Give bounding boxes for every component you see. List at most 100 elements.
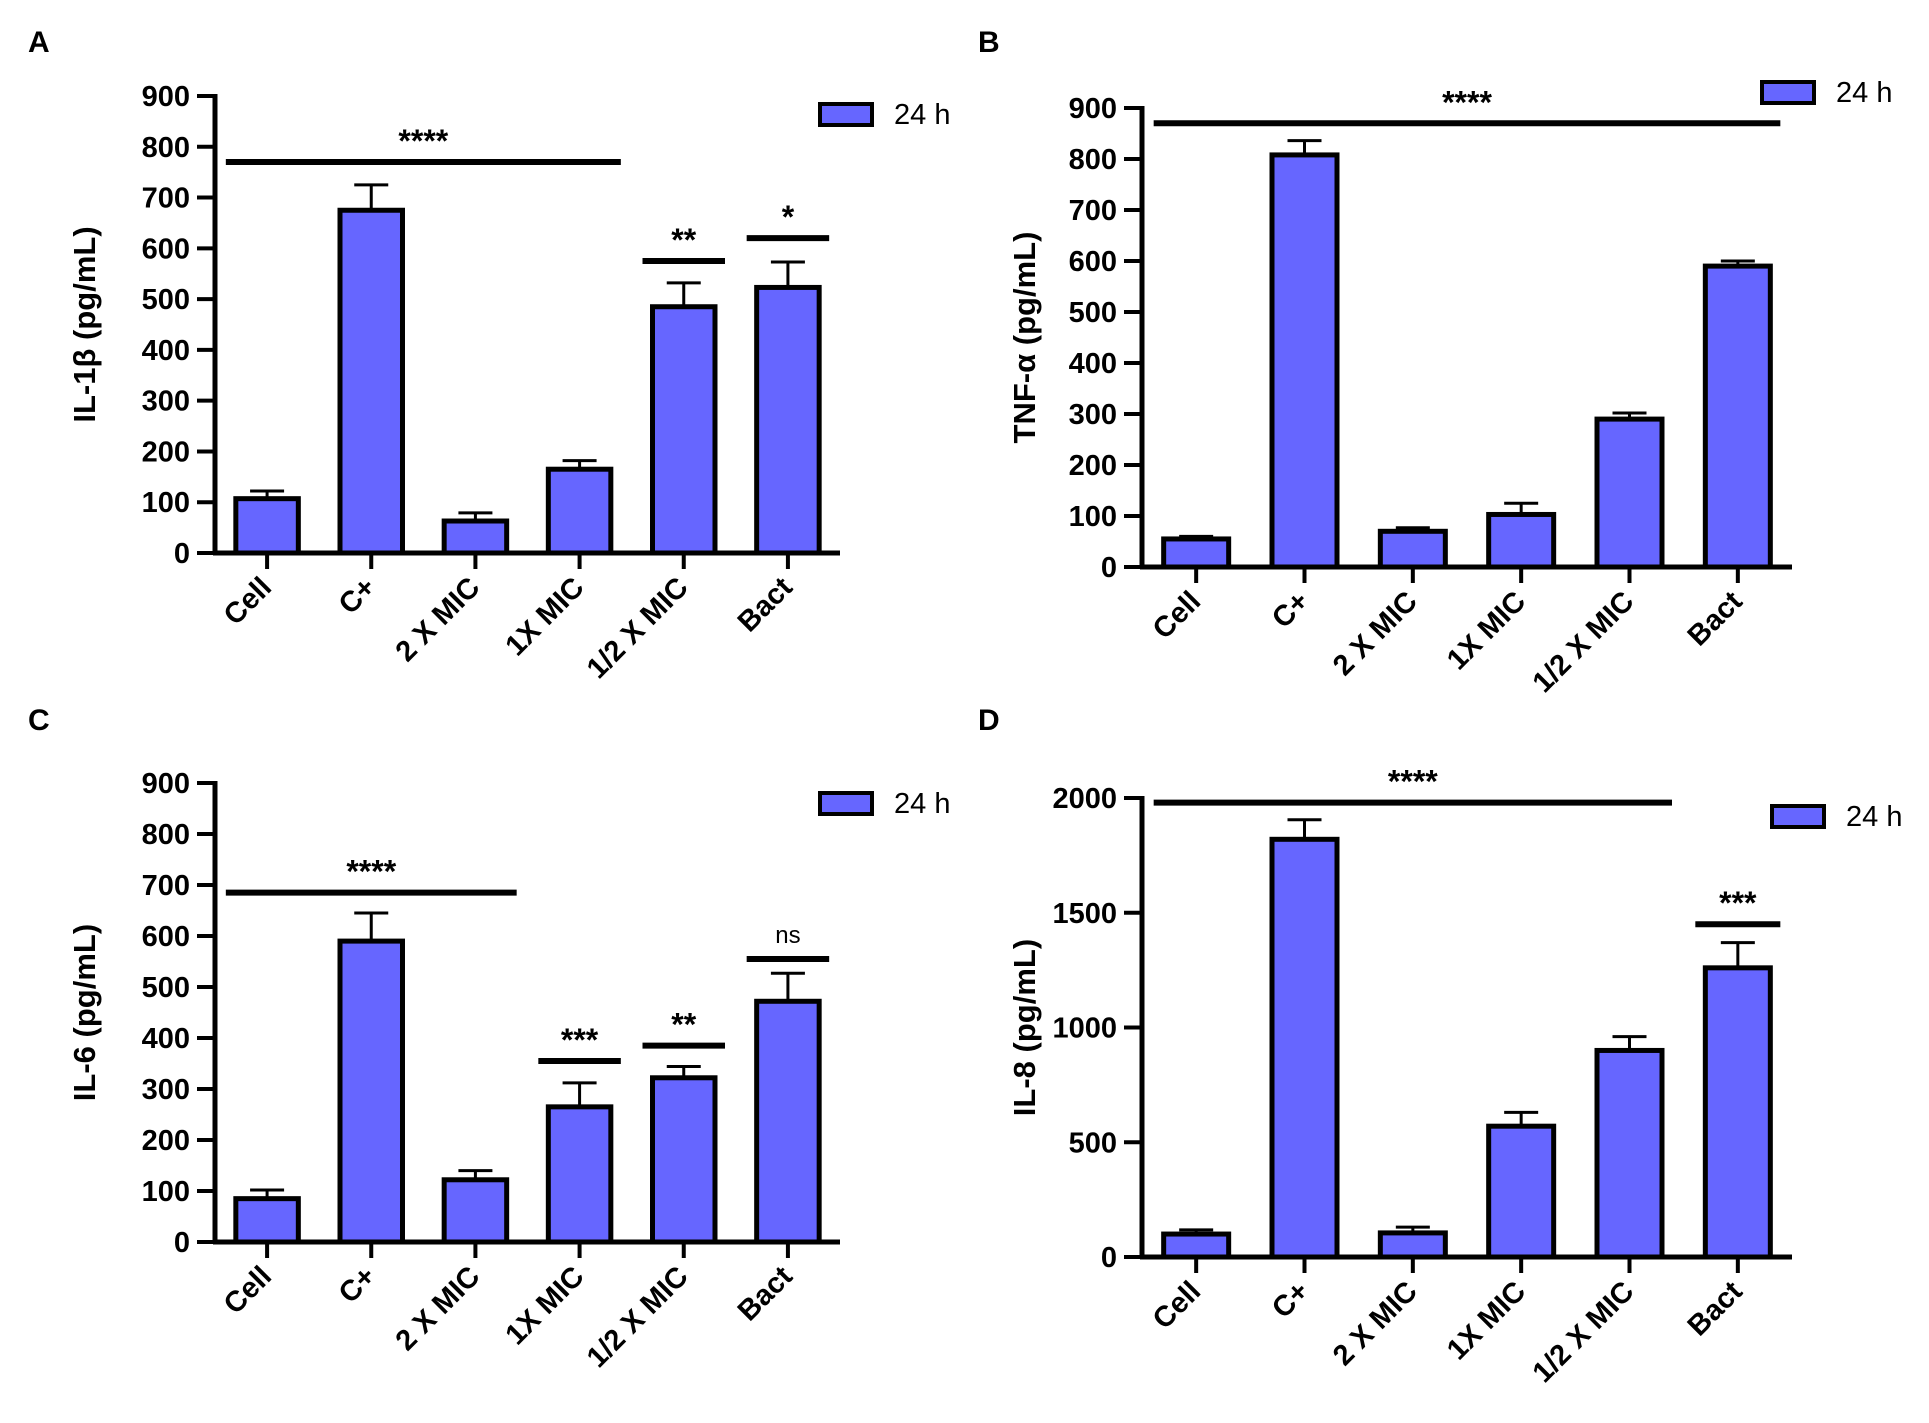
significance-label: *** [1719, 885, 1757, 921]
x-tick-label: 1X MIC [1441, 1275, 1532, 1366]
bar [441, 518, 510, 556]
legend-swatch [1770, 804, 1826, 829]
bar [233, 496, 301, 556]
bar [1377, 528, 1448, 570]
bar [1702, 965, 1773, 1260]
y-tick-label: 500 [1069, 297, 1117, 329]
y-tick-label: 600 [1069, 246, 1117, 278]
y-tick-label: 900 [142, 768, 190, 800]
bar [754, 284, 822, 556]
bar [650, 304, 718, 556]
x-tick-label: Bact [732, 571, 799, 638]
legend-swatch [1760, 80, 1816, 105]
legend-label: 24 h [894, 99, 950, 131]
x-tick-label: Cell [1147, 1275, 1207, 1335]
significance-label: **** [346, 854, 396, 890]
bar [545, 1104, 614, 1245]
y-tick-label: 600 [142, 233, 190, 265]
y-tick-label: 700 [1069, 195, 1117, 227]
chart-panel-a: A 0 100 200 300 400 500 600 700 800 900 IL-1β (pg/m… [28, 26, 950, 685]
bar [1594, 1047, 1665, 1260]
significance-label: **** [1388, 764, 1438, 800]
x-tick-label: C+ [333, 571, 382, 620]
x-tick-label: Bact [1682, 585, 1749, 652]
bar [337, 938, 405, 1245]
y-tick-label: 800 [1069, 144, 1117, 176]
bar [1269, 836, 1340, 1260]
chart-panel-c: C 0 100 200 300 400 500 600 700 800 900 IL-6 (pg/mL… [28, 704, 950, 1374]
x-tick-label: C+ [1266, 1275, 1315, 1324]
x-tick-label: 1X MIC [500, 571, 591, 662]
y-tick-label: 0 [1101, 552, 1117, 584]
y-tick-label: 500 [1069, 1127, 1117, 1159]
bar [233, 1196, 301, 1245]
bar [1486, 1123, 1557, 1260]
chart-panel-d: D 0 500 1000 1500 2000 IL-8 (pg/mL) Cell C+ 2 X M… [978, 704, 1902, 1389]
y-tick-label: 1000 [1052, 1013, 1117, 1045]
y-tick-label: 0 [174, 1227, 190, 1259]
y-tick-label: 2000 [1052, 783, 1117, 815]
y-tick-label: 0 [1101, 1242, 1117, 1274]
legend-label: 24 h [1836, 77, 1892, 109]
bar [441, 1177, 510, 1245]
bar [1161, 536, 1232, 570]
y-axis-label: TNF-α (pg/mL) [1007, 232, 1042, 444]
x-tick-label: 1X MIC [1441, 585, 1532, 676]
y-tick-label: 400 [142, 1023, 190, 1055]
x-tick-label: 1/2 X MIC [1527, 585, 1641, 699]
x-tick-label: 2 X MIC [1327, 585, 1424, 682]
y-axis-label: IL-6 (pg/mL) [67, 924, 102, 1101]
x-tick-label: 1/2 X MIC [581, 571, 695, 685]
y-tick-label: 300 [142, 386, 190, 418]
bar [1594, 416, 1665, 570]
y-axis-label: IL-8 (pg/mL) [1007, 939, 1042, 1116]
significance-label: ns [775, 922, 800, 949]
x-tick-label: 1/2 X MIC [581, 1260, 695, 1374]
y-tick-label: 100 [142, 487, 190, 519]
panel-label: D [978, 704, 1000, 737]
x-tick-label: 2 X MIC [390, 571, 487, 668]
significance-label: * [782, 199, 795, 235]
y-tick-label: 900 [1069, 93, 1117, 125]
significance-label: ** [671, 222, 696, 258]
panel-label: B [978, 26, 1000, 59]
bar [1486, 511, 1557, 570]
y-tick-label: 0 [174, 538, 190, 570]
x-tick-label: Cell [1147, 585, 1207, 645]
significance-label: *** [561, 1022, 599, 1058]
legend-label: 24 h [894, 788, 950, 820]
significance-label: **** [398, 123, 448, 159]
bar [1269, 152, 1340, 570]
y-tick-label: 700 [142, 870, 190, 902]
y-axis-label: IL-1β (pg/mL) [67, 226, 102, 422]
x-tick-label: Cell [218, 571, 278, 631]
y-tick-label: 1500 [1052, 898, 1117, 930]
y-tick-label: 400 [142, 335, 190, 367]
chart-panel-b: B 0 100 200 300 400 500 600 700 800 900 TNF-α (pg/m… [978, 26, 1892, 699]
bar [650, 1075, 718, 1245]
y-tick-label: 200 [142, 1125, 190, 1157]
x-tick-label: C+ [1266, 585, 1315, 634]
legend-swatch [818, 102, 874, 127]
x-tick-label: 2 X MIC [1327, 1275, 1424, 1372]
y-tick-label: 900 [142, 81, 190, 113]
bar [754, 998, 822, 1245]
bar [1702, 263, 1773, 570]
x-tick-label: C+ [333, 1260, 382, 1309]
x-tick-label: Bact [1682, 1275, 1749, 1342]
y-tick-label: 700 [142, 183, 190, 215]
x-tick-label: Cell [218, 1260, 278, 1320]
legend-label: 24 h [1846, 801, 1902, 833]
y-tick-label: 300 [142, 1074, 190, 1106]
significance-label: **** [1442, 84, 1492, 120]
y-tick-label: 400 [1069, 348, 1117, 380]
x-tick-label: 2 X MIC [390, 1260, 487, 1357]
bar [545, 466, 614, 556]
bar [1161, 1231, 1232, 1260]
panel-label: C [28, 704, 50, 737]
y-tick-label: 500 [142, 284, 190, 316]
y-tick-label: 100 [142, 1176, 190, 1208]
panel-label: A [28, 26, 50, 59]
y-tick-label: 800 [142, 819, 190, 851]
